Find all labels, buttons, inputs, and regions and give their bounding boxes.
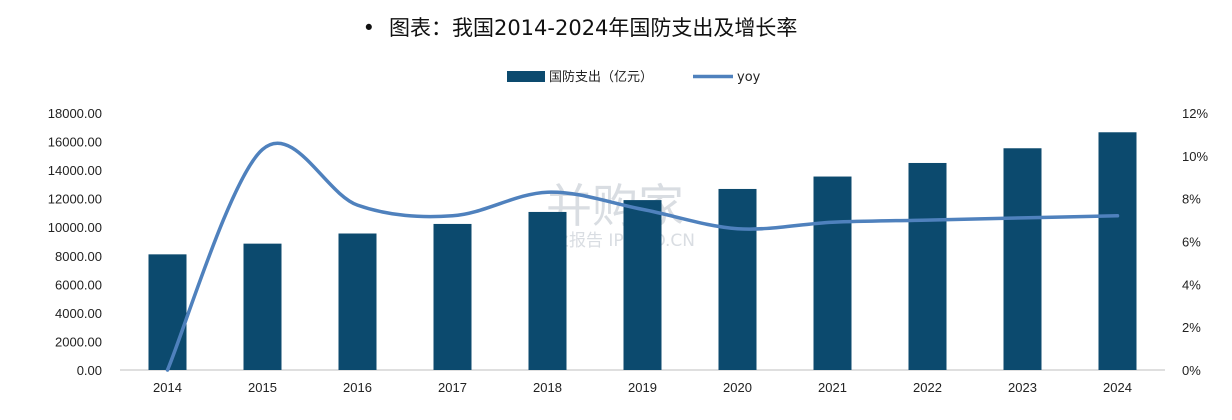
x-tick-label: 2023 [1008, 380, 1037, 395]
y-left-tick-label: 2000.00 [55, 334, 102, 349]
y-right-tick-label: 4% [1182, 277, 1201, 292]
y-left-tick-label: 6000.00 [55, 277, 102, 292]
legend-bar-label: 国防支出（亿元） [549, 69, 653, 85]
y-left-tick-label: 12000.00 [48, 192, 102, 207]
y-left-tick-label: 18000.00 [48, 106, 102, 121]
bar-2014 [148, 254, 187, 370]
bar-2017 [433, 223, 472, 370]
x-tick-label: 2015 [248, 380, 277, 395]
bar-2022 [908, 162, 947, 370]
title-text: 图表：我国2014-2024年国防支出及增长率 [388, 16, 798, 40]
yoy-line [165, 141, 1120, 372]
bar-series [148, 132, 1137, 370]
x-tick-label: 2019 [628, 380, 657, 395]
y-left-tick-label: 8000.00 [55, 249, 102, 264]
watermark-main: 并购家 [546, 179, 684, 233]
y-left-tick-label: 10000.00 [48, 220, 102, 235]
x-tick-label: 2014 [153, 380, 182, 395]
y-right-tick-label: 8% [1182, 192, 1201, 207]
y-right-tick-label: 12% [1182, 106, 1208, 121]
x-tick-label: 2024 [1103, 380, 1132, 395]
bar-2018 [528, 211, 567, 370]
y-right-tick-label: 0% [1182, 363, 1201, 378]
bar-2019 [623, 200, 662, 370]
bar-2020 [718, 188, 757, 370]
y-left-tick-label: 16000.00 [48, 135, 102, 150]
bar-2015 [243, 243, 282, 370]
y-left-tick-label: 4000.00 [55, 306, 102, 321]
line-series [165, 141, 1120, 372]
axes: 0.00 2000.00 4000.00 6000.00 8000.00 10000.00… [48, 106, 1209, 395]
x-tick-label: 2020 [723, 380, 752, 395]
bar-2016 [338, 233, 377, 370]
legend-bar-swatch [507, 71, 545, 82]
y-right-tick-label: 2% [1182, 320, 1201, 335]
bar-2024 [1098, 132, 1137, 370]
x-tick-label: 2016 [343, 380, 372, 395]
x-tick-label: 2021 [818, 380, 847, 395]
legend: 国防支出（亿元） yoy [507, 69, 761, 85]
y-left-tick-label: 0.00 [77, 363, 102, 378]
x-tick-label: 2018 [533, 380, 562, 395]
chart-title: • 图表：我国2014-2024年国防支出及增长率 [0, 12, 1160, 42]
bar-2023 [1003, 148, 1042, 370]
bar-2021 [813, 176, 852, 370]
y-right-tick-label: 10% [1182, 149, 1208, 164]
y-left-tick-label: 14000.00 [48, 163, 102, 178]
legend-line-label: yoy [737, 70, 761, 85]
y-right-tick-label: 6% [1182, 235, 1201, 250]
x-tick-label: 2017 [438, 380, 467, 395]
x-tick-label: 2022 [913, 380, 942, 395]
title-bullet: • [362, 16, 375, 40]
